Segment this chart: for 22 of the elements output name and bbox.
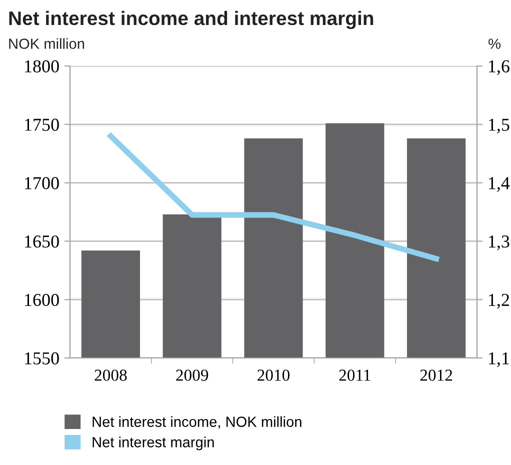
legend-label: Net interest margin (92, 436, 214, 450)
y2-tick-label: 1,6 (489, 60, 510, 76)
y2-tick-label: 1,4 (489, 177, 510, 192)
y-tick-label: 1800 (25, 60, 59, 72)
y2-tick-label: 1,3 (489, 236, 510, 250)
legend-label: Net interest income, NOK million (92, 416, 302, 429)
x-tick-label: 2011 (339, 370, 370, 381)
chart-title: Net interest income and interest margin (9, 10, 374, 30)
x-tick-label: 2010 (258, 370, 290, 381)
x-tick-label: 2012 (420, 370, 452, 381)
y-tick-label: 1600 (25, 294, 59, 306)
y-tick-label: 1550 (25, 352, 59, 364)
y-axis-title: NOK million (9, 38, 84, 49)
y2-axis-title: % (488, 38, 500, 49)
x-tick-label: 2009 (176, 370, 208, 381)
y-tick-label: 1700 (25, 177, 59, 190)
y2-tick-label: 1,2 (489, 294, 509, 309)
y-tick-label: 1750 (25, 118, 59, 131)
y2-tick-label: 1,5 (489, 118, 510, 134)
x-tick-label: 2008 (94, 370, 127, 381)
y-tick-label: 1650 (25, 235, 59, 248)
y2-tick-label: 1,1 (489, 352, 509, 368)
